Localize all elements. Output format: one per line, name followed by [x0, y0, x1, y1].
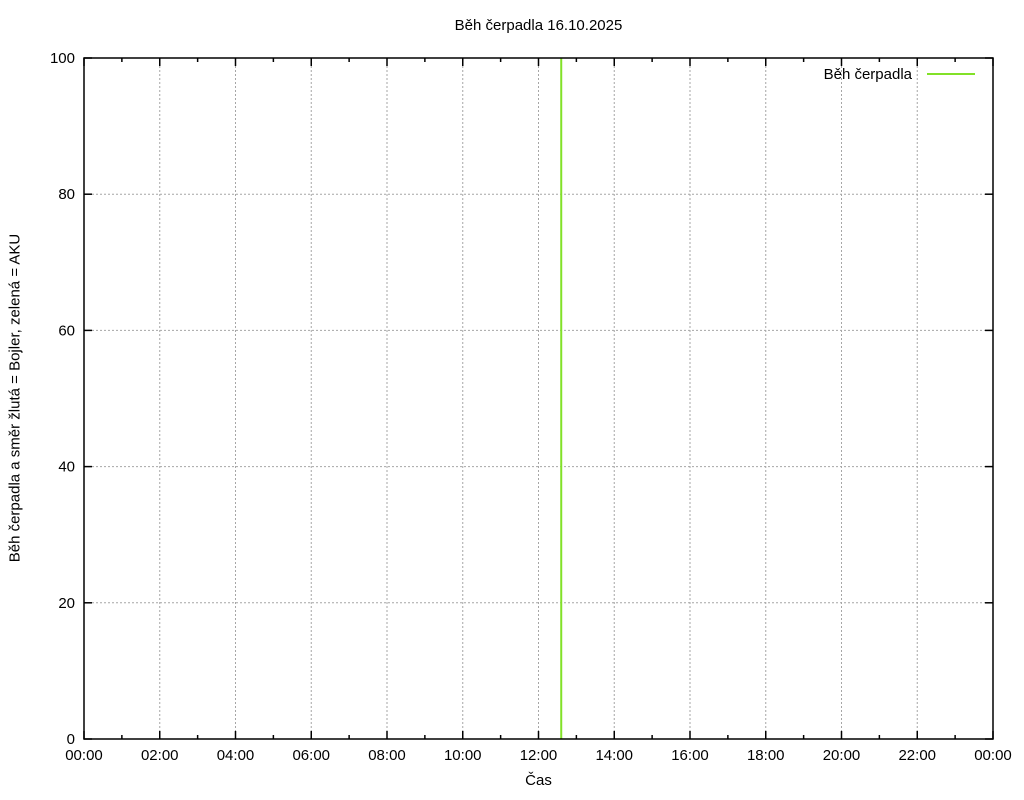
x-tick-label: 04:00	[217, 747, 255, 764]
y-tick-label: 100	[50, 50, 75, 67]
x-tick-label: 10:00	[444, 747, 482, 764]
x-tick-label: 22:00	[898, 747, 936, 764]
x-tick-label: 18:00	[747, 747, 785, 764]
legend-line-sample	[927, 73, 975, 75]
legend-label: Běh čerpadla	[823, 65, 912, 83]
x-tick-label: 20:00	[823, 747, 861, 764]
x-tick-label: 16:00	[671, 747, 709, 764]
x-tick-label: 06:00	[292, 747, 330, 764]
x-tick-label: 02:00	[141, 747, 179, 764]
x-tick-label: 00:00	[65, 747, 103, 764]
x-tick-label: 00:00	[974, 747, 1012, 764]
chart-title: Běh čerpadla 16.10.2025	[454, 17, 623, 34]
y-tick-label: 80	[58, 186, 75, 203]
x-tick-label: 14:00	[595, 747, 633, 764]
y-tick-label: 60	[58, 322, 75, 339]
y-tick-label: 40	[58, 459, 75, 476]
y-tick-label: 0	[67, 731, 75, 748]
plot-border	[83, 57, 994, 740]
x-axis-label: Čas	[525, 772, 552, 789]
x-tick-label: 12:00	[520, 747, 558, 764]
legend: Běh čerpadla	[823, 65, 975, 83]
x-tick-label: 08:00	[368, 747, 406, 764]
y-tick-label: 20	[58, 595, 75, 612]
